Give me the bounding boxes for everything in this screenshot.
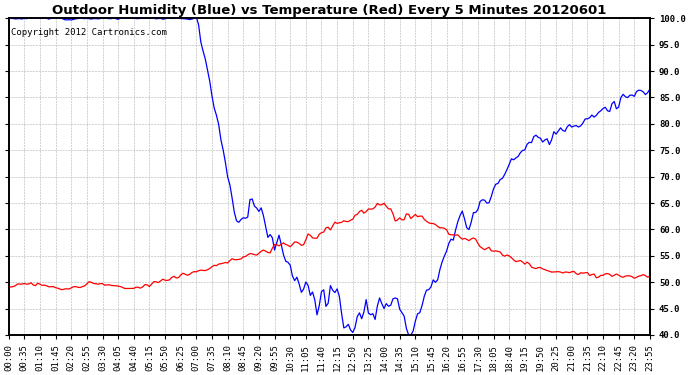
Title: Outdoor Humidity (Blue) vs Temperature (Red) Every 5 Minutes 20120601: Outdoor Humidity (Blue) vs Temperature (… — [52, 4, 607, 17]
Text: Copyright 2012 Cartronics.com: Copyright 2012 Cartronics.com — [10, 28, 166, 37]
